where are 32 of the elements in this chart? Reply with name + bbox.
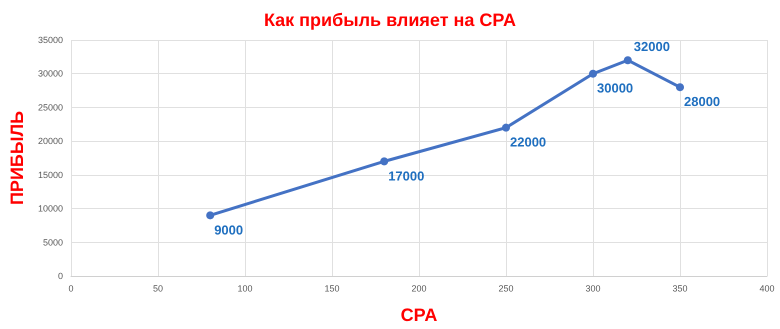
chart-title: Как прибыль влияет на CPA <box>264 10 516 30</box>
point <box>502 124 510 132</box>
data-label: 17000 <box>388 168 424 184</box>
point <box>676 83 684 92</box>
y-tick-label: 0 <box>58 271 63 281</box>
data-label: 9000 <box>214 222 244 238</box>
y-axis-title: ПРИБЫЛЬ <box>7 110 27 206</box>
x-tick-label: 350 <box>672 284 688 294</box>
y-tick-label: 5000 <box>42 237 63 248</box>
x-axis-title: CPA <box>400 305 438 325</box>
x-tick-label: 300 <box>585 284 601 294</box>
data-label: 30000 <box>597 80 634 96</box>
point <box>206 211 214 220</box>
data-label: 32000 <box>634 39 670 54</box>
x-tick-label: 200 <box>411 284 427 294</box>
x-tick-label: 250 <box>498 284 514 294</box>
y-tick-label: 15000 <box>38 170 63 180</box>
y-tick-label: 25000 <box>38 102 63 112</box>
y-tick-label: 35000 <box>38 35 63 45</box>
point <box>380 157 388 166</box>
y-tick-label: 30000 <box>38 68 63 79</box>
x-tick-label: 400 <box>759 284 775 294</box>
x-tick-label: 50 <box>152 284 164 294</box>
y-tick-label: 20000 <box>38 136 63 146</box>
point <box>624 56 632 64</box>
x-tick-label: 150 <box>324 284 340 294</box>
y-tick-label: 10000 <box>38 204 63 214</box>
x-tick-label: 0 <box>68 284 74 294</box>
point <box>589 70 597 78</box>
data-label: 22000 <box>510 134 546 150</box>
x-tick-label: 100 <box>237 284 253 294</box>
data-label: 28000 <box>684 94 720 110</box>
